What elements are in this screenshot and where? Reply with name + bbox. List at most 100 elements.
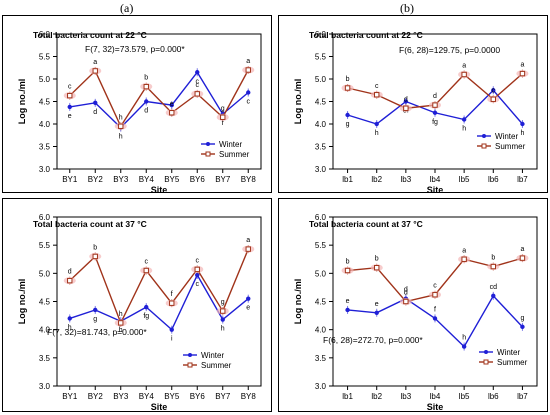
legend-marker bbox=[188, 353, 192, 357]
stat-annotation: F(7, 32)=73.579, p=0.000* bbox=[85, 44, 185, 54]
data-point-summer bbox=[118, 123, 124, 129]
significance-letter: c bbox=[196, 78, 200, 85]
significance-letter: h bbox=[462, 335, 466, 342]
significance-letter: b bbox=[346, 76, 350, 83]
significance-letter: c bbox=[68, 84, 72, 91]
legend-marker bbox=[483, 359, 489, 365]
y-tick-label: 4.0 bbox=[315, 326, 327, 335]
data-point-summer bbox=[245, 67, 251, 73]
x-axis-label: Site bbox=[151, 185, 168, 192]
significance-letter: g bbox=[221, 105, 225, 112]
data-point-summer bbox=[374, 92, 380, 98]
x-tick-label: lb4 bbox=[430, 175, 441, 184]
data-point-summer bbox=[118, 320, 124, 326]
y-tick-label: 4.5 bbox=[315, 298, 327, 307]
significance-letter: f bbox=[434, 306, 436, 313]
significance-letter: h bbox=[375, 130, 379, 137]
data-point-summer bbox=[461, 71, 467, 78]
chart-svg: 3.0 3.5 4.0 4.5 5.0 5.5 6.0 lb1 lb2 lb3 lb4 lb5 lb6 l… bbox=[293, 213, 538, 411]
data-point-summer bbox=[67, 92, 73, 99]
data-point-winter bbox=[461, 117, 467, 122]
data-point-winter bbox=[195, 70, 200, 75]
x-tick-label: BY2 bbox=[88, 175, 104, 184]
chart-title: Total bacteria count at 22 °C bbox=[309, 30, 423, 40]
data-point-summer bbox=[194, 266, 200, 273]
significance-letter: b bbox=[375, 256, 379, 263]
x-tick-label: BY7 bbox=[215, 392, 231, 401]
significance-letter: h bbox=[68, 324, 72, 331]
y-tick-label: 6.0 bbox=[315, 213, 327, 222]
y-tick-label: 4.5 bbox=[315, 98, 327, 107]
data-point-winter bbox=[520, 324, 525, 330]
data-point-summer bbox=[143, 83, 149, 90]
y-tick-label: 3.5 bbox=[39, 354, 51, 363]
significance-letter: h bbox=[119, 311, 123, 318]
significance-letter: c bbox=[196, 257, 200, 264]
y-tick-label: 4.0 bbox=[39, 120, 51, 129]
y-tick-label: 6.0 bbox=[315, 30, 327, 39]
data-point-summer bbox=[519, 70, 526, 77]
significance-letter: c bbox=[247, 99, 251, 106]
data-point-winter bbox=[374, 121, 379, 127]
data-point-winter bbox=[93, 307, 98, 313]
significance-letter: cd bbox=[490, 284, 498, 291]
y-axis-label: Log no./ml bbox=[293, 279, 303, 325]
data-point-summer bbox=[344, 85, 351, 91]
significance-letter: d bbox=[93, 109, 97, 116]
data-point-winter bbox=[520, 121, 525, 127]
data-point-summer bbox=[92, 253, 98, 260]
data-point-winter bbox=[169, 327, 174, 332]
significance-letter: b bbox=[346, 259, 350, 266]
chart-svg: 3.0 3.5 4.0 4.5 5.0 5.5 6.0 BY1 BY2 BY3 BY4 BY5 BY6 B… bbox=[17, 30, 262, 192]
y-tick-label: 4.5 bbox=[39, 98, 51, 107]
stat-annotation: F(6, 28)=272.70, p=0.000* bbox=[323, 335, 423, 345]
x-tick-label: BY3 bbox=[113, 392, 129, 401]
legend-marker bbox=[206, 142, 210, 146]
data-point-summer bbox=[67, 277, 73, 284]
legend-label: Winter bbox=[497, 348, 520, 357]
data-point-summer bbox=[403, 105, 409, 111]
data-point-summer bbox=[220, 308, 226, 314]
y-tick-label: 3.0 bbox=[39, 382, 51, 391]
stat-annotation: F(6, 28)=129.75, p=0.0000 bbox=[399, 45, 500, 55]
data-point-winter bbox=[432, 110, 438, 115]
x-tick-label: BY7 bbox=[215, 175, 231, 184]
data-point-winter bbox=[93, 100, 98, 106]
y-axis-label: Log no./ml bbox=[293, 79, 303, 125]
x-tick-label: lb5 bbox=[459, 392, 470, 401]
x-axis-label: Site bbox=[427, 185, 444, 192]
y-tick-label: 5.0 bbox=[39, 75, 51, 84]
x-tick-label: lb6 bbox=[488, 392, 499, 401]
significance-letter: e bbox=[246, 305, 250, 312]
significance-letter: b bbox=[93, 244, 97, 251]
data-point-winter bbox=[246, 296, 251, 301]
data-point-winter bbox=[461, 344, 467, 349]
data-point-winter bbox=[345, 307, 350, 313]
data-point-summer bbox=[220, 114, 226, 120]
legend-label: Winter bbox=[219, 140, 242, 149]
x-tick-label: BY6 bbox=[190, 175, 206, 184]
significance-letter: i bbox=[171, 336, 173, 343]
stat-annotation: F(7, 32)=81.743, p=0.000* bbox=[47, 327, 147, 337]
significance-letter: f bbox=[222, 120, 224, 127]
panel-label-a: (a) bbox=[120, 1, 134, 15]
significance-letter: h bbox=[119, 327, 123, 334]
data-point-summer bbox=[169, 110, 175, 116]
significance-letter: d bbox=[144, 108, 148, 115]
y-tick-label: 3.5 bbox=[315, 354, 327, 363]
legend-marker bbox=[484, 350, 488, 354]
significance-letter: c bbox=[375, 83, 379, 90]
x-axis-label: Site bbox=[427, 402, 444, 411]
significance-letter: c bbox=[196, 82, 200, 89]
significance-letter: g bbox=[93, 316, 97, 323]
data-point-summer bbox=[245, 246, 251, 252]
legend-marker bbox=[187, 362, 193, 368]
data-point-summer bbox=[461, 256, 467, 262]
legend-marker bbox=[482, 134, 486, 138]
y-axis-label: Log no./ml bbox=[17, 79, 27, 125]
x-tick-label: BY8 bbox=[241, 392, 257, 401]
x-axis-label: Site bbox=[151, 402, 168, 411]
chart-title: Total bacteria count at 22 °C bbox=[33, 30, 147, 40]
legend-label: Winter bbox=[495, 132, 518, 141]
